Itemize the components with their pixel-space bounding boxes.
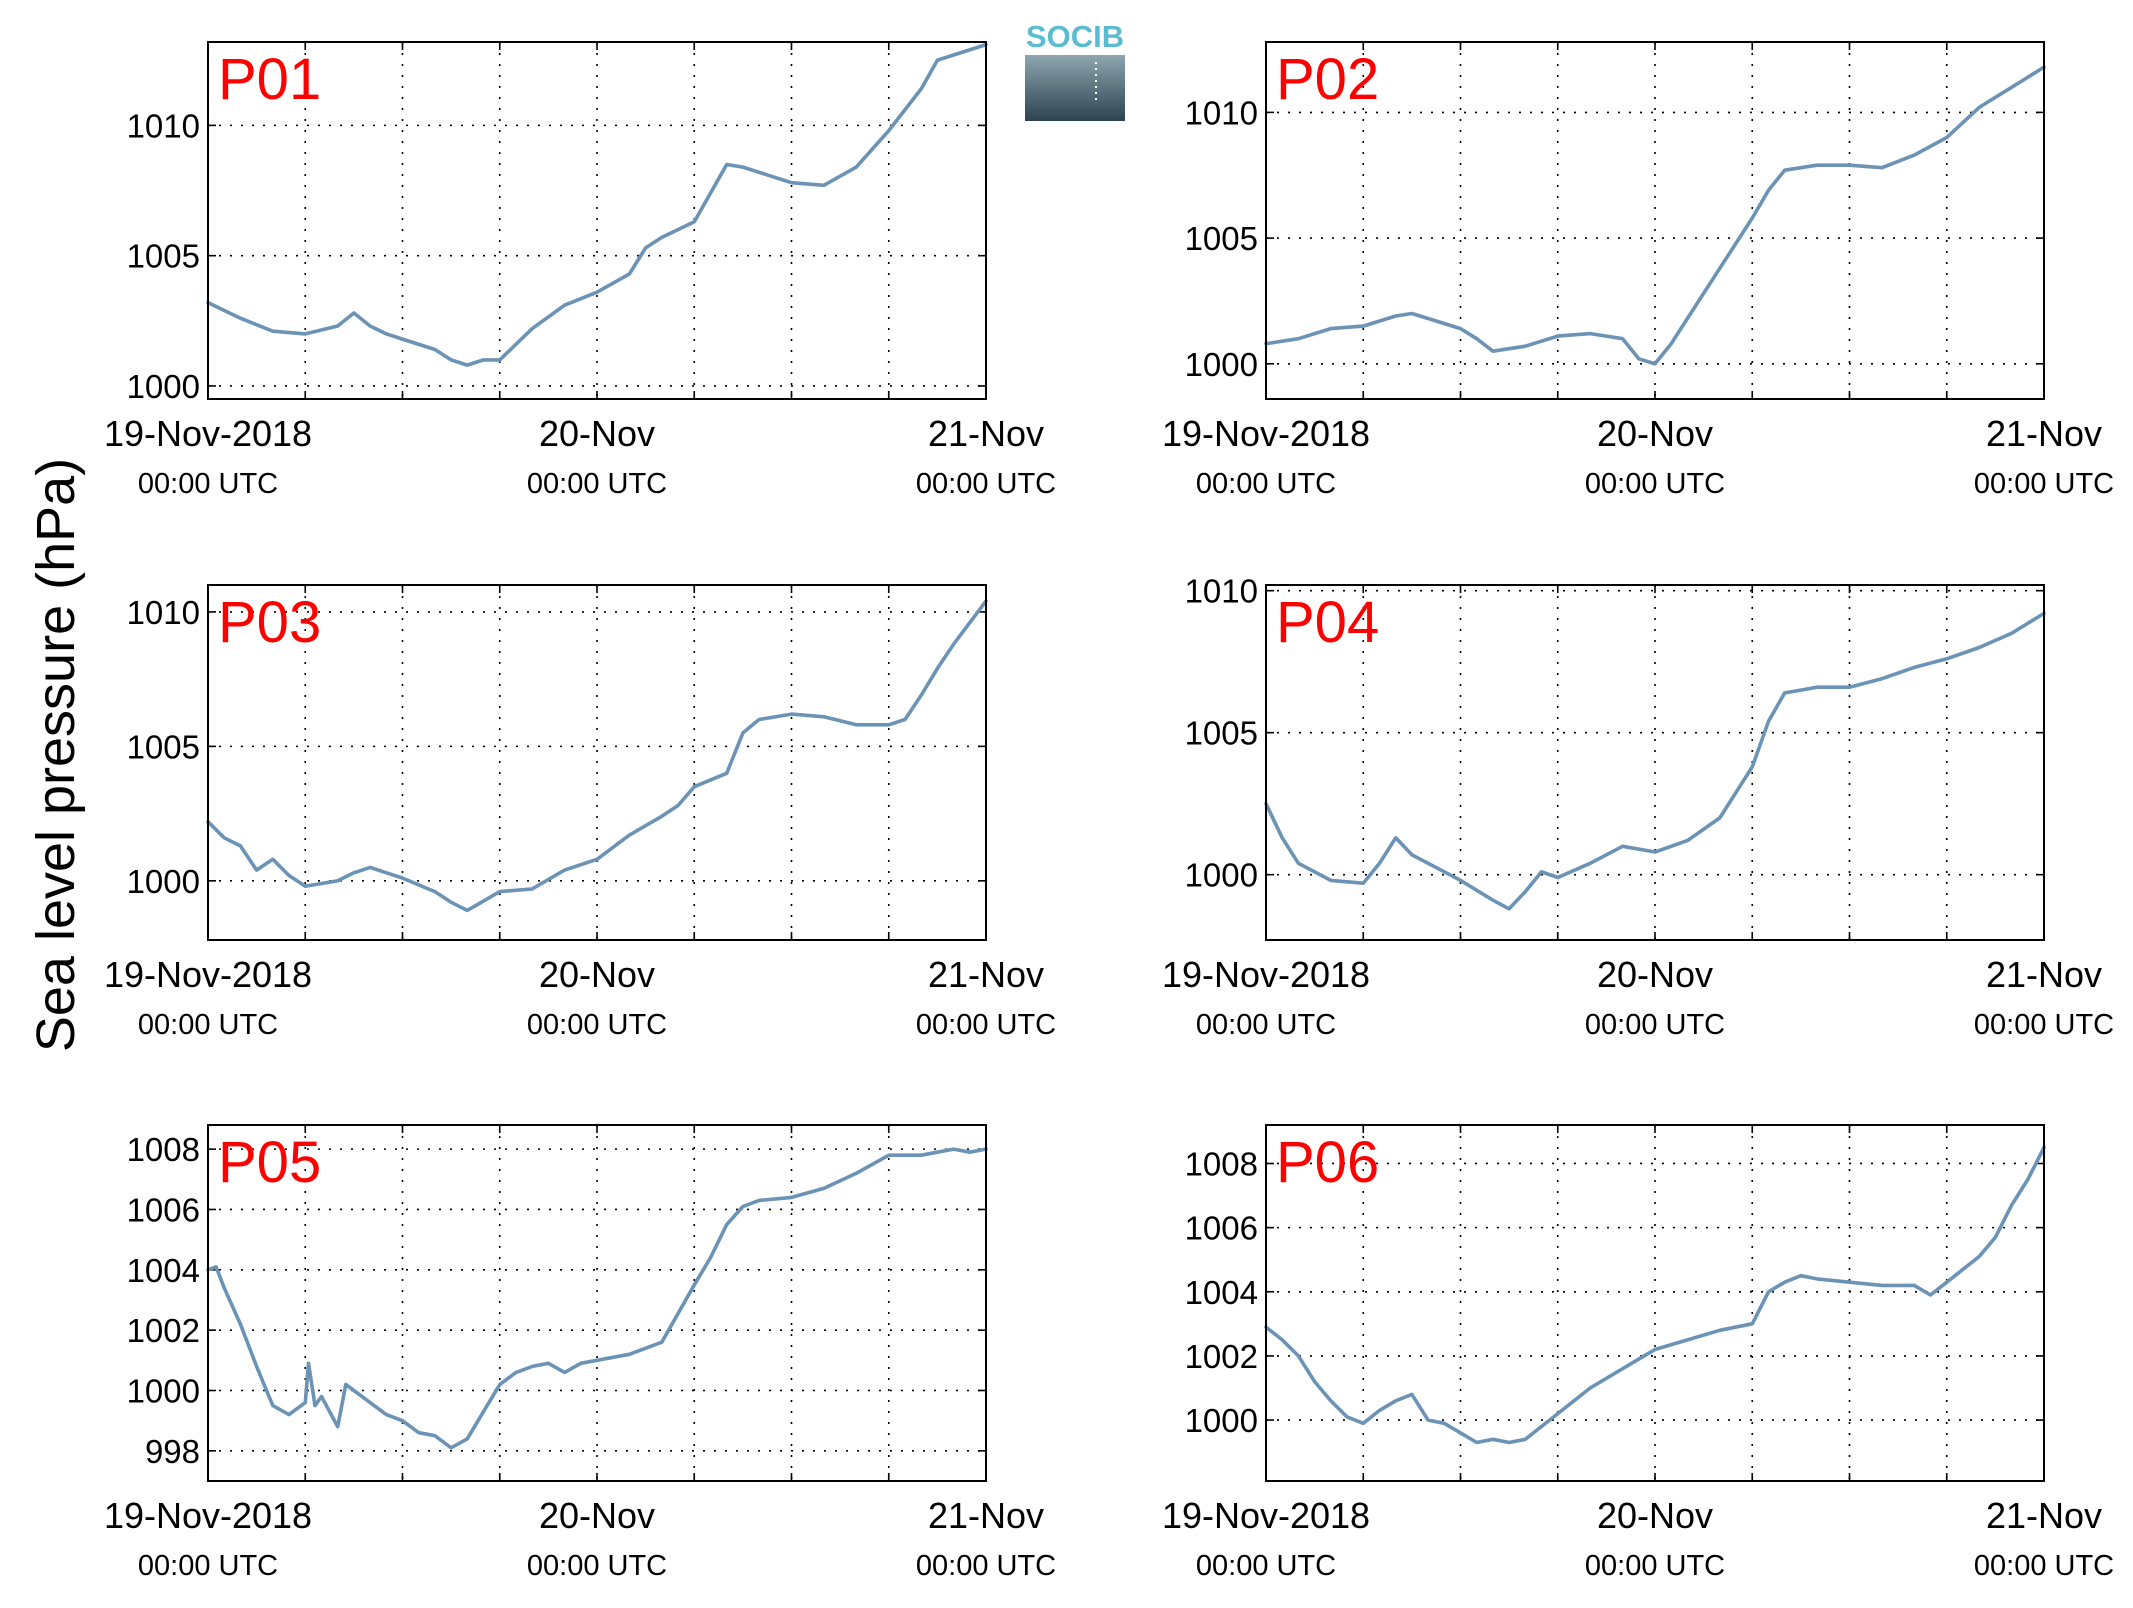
- x-tick-time-label: 00:00 UTC: [1974, 1550, 2114, 1582]
- panel-p04: 1000 1005 1010 19-Nov-2018 00:00 UTC 20-Nov 00…: [1162, 573, 2114, 1041]
- x-tick-date-label: 20-Nov: [1597, 413, 1713, 454]
- x-tick-time-label: 00:00 UTC: [916, 468, 1056, 500]
- x-tick-date-label: 19-Nov-2018: [1162, 413, 1370, 454]
- y-tick-label: 1010: [1185, 573, 1258, 610]
- x-tick-date-label: 20-Nov: [539, 413, 655, 454]
- panel-label: P01: [218, 47, 321, 112]
- x-tick-time-label: 00:00 UTC: [916, 1009, 1056, 1041]
- axes-frame: [1265, 41, 2045, 400]
- y-tick-label: 1006: [127, 1191, 200, 1228]
- y-tick-label: 1000: [127, 1372, 200, 1409]
- panel-label: P04: [1276, 590, 1379, 655]
- x-tick-date-label: 19-Nov-2018: [104, 413, 312, 454]
- x-tick-time-label: 00:00 UTC: [1585, 1550, 1725, 1582]
- x-tick-date-label: 21-Nov: [1986, 413, 2102, 454]
- y-tick-label: 1010: [127, 107, 200, 144]
- series-line: [1264, 611, 2046, 911]
- x-tick-date-label: 20-Nov: [1597, 1495, 1713, 1536]
- x-tick-time-label: 00:00 UTC: [1196, 468, 1336, 500]
- y-tick-label: 1010: [127, 594, 200, 631]
- x-tick-date-label: 19-Nov-2018: [104, 1495, 312, 1536]
- y-tick-label: 1008: [1185, 1145, 1258, 1182]
- series-line: [206, 1147, 988, 1450]
- x-tick-time-label: 00:00 UTC: [138, 468, 278, 500]
- x-tick-date-label: 20-Nov: [1597, 954, 1713, 995]
- y-tick-label: 1005: [127, 238, 200, 275]
- panel-label: P02: [1276, 47, 1379, 112]
- series-line: [1264, 65, 2046, 366]
- socib-logo-block: [1025, 55, 1125, 121]
- x-tick-date-label: 21-Nov: [1986, 1495, 2102, 1536]
- axes-frame: [207, 1124, 987, 1482]
- x-tick-date-label: 21-Nov: [928, 954, 1044, 995]
- y-tick-label: 1000: [1185, 346, 1258, 383]
- x-tick-time-label: 00:00 UTC: [1585, 468, 1725, 500]
- x-tick-time-label: 00:00 UTC: [1585, 1009, 1725, 1041]
- y-tick-label: 1008: [127, 1131, 200, 1168]
- x-tick-time-label: 00:00 UTC: [138, 1550, 278, 1582]
- panel-p05: 998 1000 1002 1004 1006 1008 19-Nov-2018 00:00 …: [104, 1124, 1056, 1582]
- y-tick-label: 1000: [127, 863, 200, 900]
- x-tick-time-label: 00:00 UTC: [1196, 1550, 1336, 1582]
- x-tick-time-label: 00:00 UTC: [1196, 1009, 1336, 1041]
- axes-frame: [207, 41, 987, 400]
- y-tick-label: 1004: [1185, 1274, 1258, 1311]
- y-tick-label: 998: [145, 1433, 200, 1470]
- x-tick-time-label: 00:00 UTC: [1974, 468, 2114, 500]
- y-tick-label: 1000: [127, 368, 200, 405]
- panel-p02: 1000 1005 1010 19-Nov-2018 00:00 UTC 20-Nov 00…: [1162, 41, 2114, 500]
- panel-p06: 1000 1002 1004 1006 1008 19-Nov-2018 00:00 UTC…: [1162, 1124, 2114, 1582]
- x-tick-time-label: 00:00 UTC: [138, 1009, 278, 1041]
- x-tick-time-label: 00:00 UTC: [527, 1009, 667, 1041]
- x-tick-date-label: 19-Nov-2018: [104, 954, 312, 995]
- series-line: [206, 599, 988, 913]
- x-tick-time-label: 00:00 UTC: [527, 468, 667, 500]
- panel-p01: 1000 1005 1010 19-Nov-2018 00:00 UTC 20-Nov 00…: [104, 41, 1056, 500]
- y-tick-label: 1005: [1185, 715, 1258, 752]
- y-tick-label: 1010: [1185, 94, 1258, 131]
- y-tick-label: 1005: [127, 728, 200, 765]
- y-tick-label: 1006: [1185, 1210, 1258, 1247]
- y-tick-label: 1004: [127, 1252, 200, 1289]
- y-tick-label: 1005: [1185, 220, 1258, 257]
- y-axis-label: Sea level pressure (hPa): [26, 458, 86, 1052]
- x-tick-date-label: 21-Nov: [928, 1495, 1044, 1536]
- series-line: [206, 42, 988, 367]
- panel-p03: 1000 1005 1010 19-Nov-2018 00:00 UTC 20-Nov 00…: [104, 584, 1056, 1041]
- series-line: [1264, 1145, 2046, 1445]
- y-tick-label: 1000: [1185, 857, 1258, 894]
- y-tick-label: 1002: [1185, 1338, 1258, 1375]
- axes-frame: [1265, 1124, 2045, 1482]
- x-tick-date-label: 20-Nov: [539, 954, 655, 995]
- x-tick-date-label: 21-Nov: [1986, 954, 2102, 995]
- x-tick-time-label: 00:00 UTC: [1974, 1009, 2114, 1041]
- x-tick-time-label: 00:00 UTC: [527, 1550, 667, 1582]
- panel-label: P06: [1276, 1130, 1379, 1195]
- panel-label: P05: [218, 1130, 321, 1195]
- x-tick-date-label: 20-Nov: [539, 1495, 655, 1536]
- panels: 1000 1005 1010 19-Nov-2018 00:00 UTC 20-Nov 00…: [104, 41, 2114, 1582]
- socib-logo-text: SOCIB: [1026, 19, 1124, 54]
- x-tick-date-label: 19-Nov-2018: [1162, 954, 1370, 995]
- panel-label: P03: [218, 590, 321, 655]
- socib-logo: SOCIB: [1025, 19, 1125, 121]
- axes-frame: [207, 584, 987, 941]
- x-tick-date-label: 21-Nov: [928, 413, 1044, 454]
- y-tick-label: 1000: [1185, 1402, 1258, 1439]
- y-tick-label: 1002: [127, 1312, 200, 1349]
- x-tick-time-label: 00:00 UTC: [916, 1550, 1056, 1582]
- axes-frame: [1265, 584, 2045, 941]
- x-tick-date-label: 19-Nov-2018: [1162, 1495, 1370, 1536]
